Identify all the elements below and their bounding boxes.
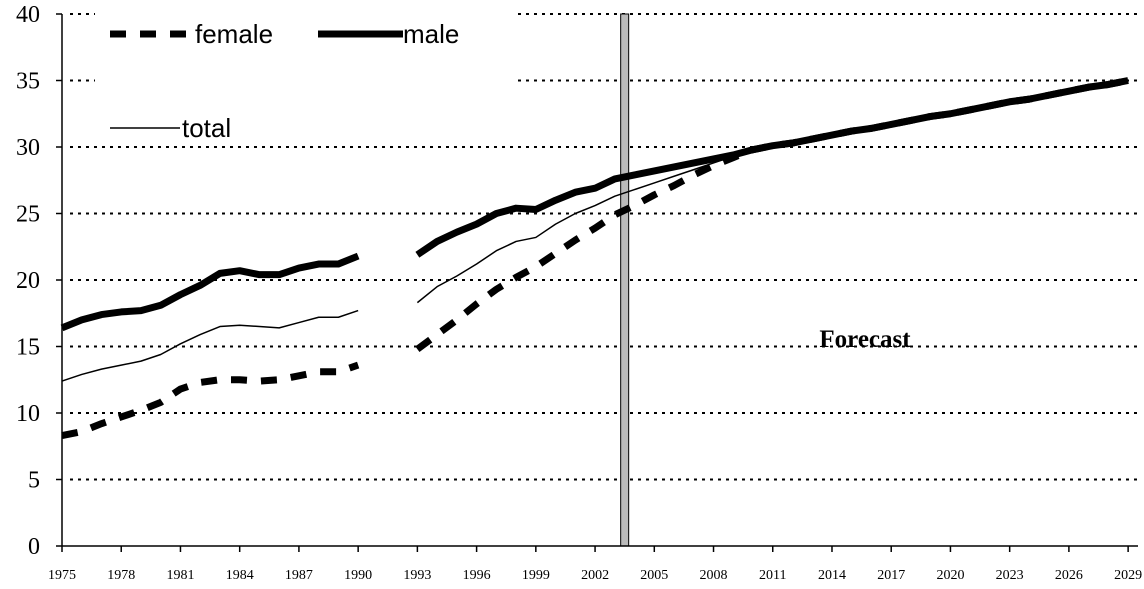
x-tick-label: 2008 <box>700 568 728 583</box>
x-tick-label: 2023 <box>996 568 1024 583</box>
legend-label: female <box>195 19 273 49</box>
x-tick-label: 1999 <box>522 568 550 583</box>
x-tick-label: 2020 <box>936 568 964 583</box>
y-tick-label: 20 <box>16 268 40 294</box>
x-tick-label: 1996 <box>463 568 491 583</box>
y-tick-label: 5 <box>28 468 40 494</box>
x-tick-label: 1987 <box>285 568 313 583</box>
y-tick-label: 25 <box>16 202 40 228</box>
y-tick-label: 10 <box>16 401 40 427</box>
y-tick-label: 40 <box>16 2 40 28</box>
x-tick-label: 2017 <box>877 568 905 583</box>
x-tick-label: 1990 <box>344 568 372 583</box>
x-tick-label: 2005 <box>640 568 668 583</box>
y-tick-label: 15 <box>16 335 40 361</box>
x-tick-label: 1975 <box>48 568 76 583</box>
legend-background <box>95 4 515 122</box>
x-tick-label: 1981 <box>166 568 194 583</box>
x-tick-label: 2014 <box>818 568 846 583</box>
forecast-line <box>620 13 630 547</box>
legend-label: total <box>182 113 231 143</box>
x-tick-label: 1993 <box>403 568 431 583</box>
legend-label: male <box>403 19 459 49</box>
x-tick-label: 2002 <box>581 568 609 583</box>
x-tick-label: 1978 <box>107 568 135 583</box>
y-tick-label: 0 <box>28 534 40 560</box>
y-tick-label: 30 <box>16 135 40 161</box>
series-line <box>61 77 1129 440</box>
series-line <box>61 79 1129 382</box>
x-tick-label: 1984 <box>226 568 254 583</box>
y-tick-label: 35 <box>16 69 40 95</box>
x-tick-label: 2011 <box>759 568 786 583</box>
annotation: Forecast <box>819 326 911 353</box>
x-tick-label: 2026 <box>1055 568 1083 583</box>
x-tick-label: 2029 <box>1114 568 1142 583</box>
